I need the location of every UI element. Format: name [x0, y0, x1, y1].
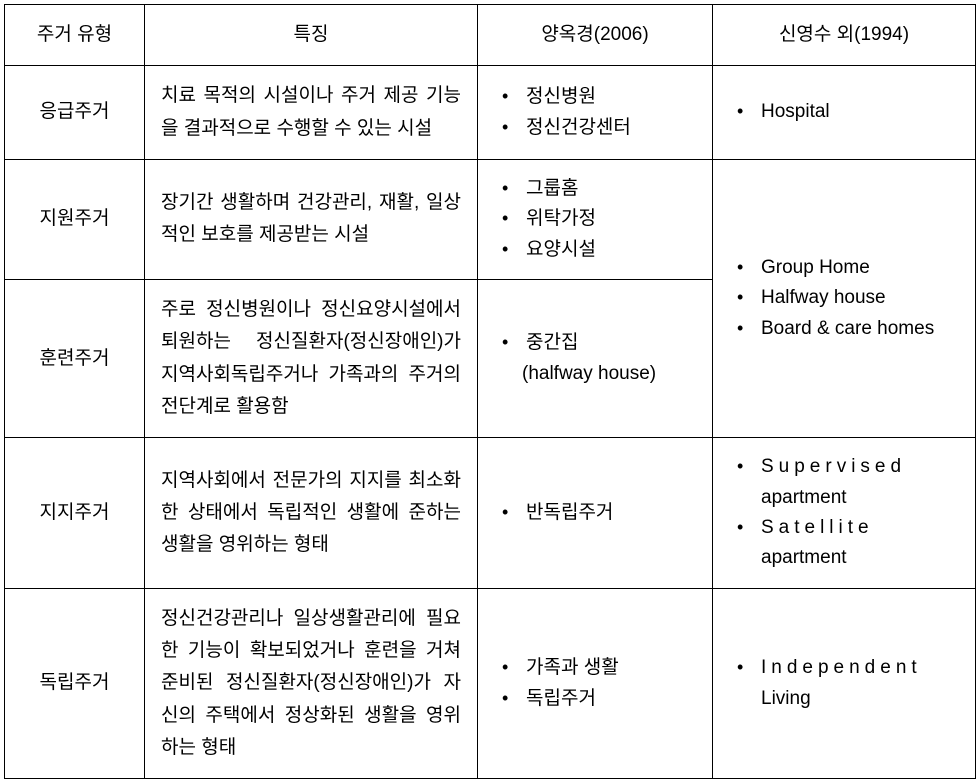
table-row: 응급주거 치료 목적의 시설이나 주거 제공 기능을 결과적으로 수행할 수 있… — [5, 66, 976, 160]
list-item: Board & care homes — [733, 314, 959, 344]
list-item: 중간집 — [498, 328, 696, 358]
cell-feature: 주로 정신병원이나 정신요양시설에서 퇴원하는 정신질환자(정신장애인)가 지역… — [145, 280, 478, 438]
cell-type: 독립주거 — [5, 588, 145, 778]
list-item: 가족과 생활 — [498, 653, 696, 683]
cell-shin: Hospital — [713, 66, 976, 160]
table-header-row: 주거 유형 특징 양옥경(2006) 신영수 외(1994) — [5, 5, 976, 66]
cell-shin: IndependentLiving — [713, 588, 976, 778]
list-item: 정신병원 — [498, 82, 696, 112]
header-shin: 신영수 외(1994) — [713, 5, 976, 66]
cell-yang: 반독립주거 — [478, 438, 713, 589]
cell-feature: 정신건강관리나 일상생활관리에 필요한 기능이 확보되었거나 훈련을 거쳐 준비… — [145, 588, 478, 778]
list-item: 그룹홈 — [498, 174, 696, 204]
cell-yang: 정신병원 정신건강센터 — [478, 66, 713, 160]
cell-feature: 치료 목적의 시설이나 주거 제공 기능을 결과적으로 수행할 수 있는 시설 — [145, 66, 478, 160]
housing-types-table: 주거 유형 특징 양옥경(2006) 신영수 외(1994) 응급주거 치료 목… — [4, 4, 976, 779]
list-item: 반독립주거 — [498, 498, 696, 528]
cell-type: 지지주거 — [5, 438, 145, 589]
list-item: Supervisedapartment — [733, 452, 959, 513]
list-item-sub: (halfway house) — [494, 359, 696, 389]
cell-type: 응급주거 — [5, 66, 145, 160]
cell-shin-merged: Group Home Halfway house Board & care ho… — [713, 159, 976, 437]
list-item: Hospital — [733, 97, 959, 127]
table-row: 지원주거 장기간 생활하며 건강관리, 재활, 일상적인 보호를 제공받는 시설… — [5, 159, 976, 279]
cell-feature: 지역사회에서 전문가의 지지를 최소화한 상태에서 독립적인 생활에 준하는 생… — [145, 438, 478, 589]
list-item: 위탁가정 — [498, 204, 696, 234]
cell-yang: 가족과 생활 독립주거 — [478, 588, 713, 778]
cell-yang: 그룹홈 위탁가정 요양시설 — [478, 159, 713, 279]
list-item: Group Home — [733, 253, 959, 283]
list-item: Satelliteapartment — [733, 513, 959, 574]
list-item: 정신건강센터 — [498, 113, 696, 143]
cell-type: 훈련주거 — [5, 280, 145, 438]
header-yang: 양옥경(2006) — [478, 5, 713, 66]
cell-type: 지원주거 — [5, 159, 145, 279]
list-item: 요양시설 — [498, 235, 696, 265]
table-row: 지지주거 지역사회에서 전문가의 지지를 최소화한 상태에서 독립적인 생활에 … — [5, 438, 976, 589]
header-type: 주거 유형 — [5, 5, 145, 66]
header-feature: 특징 — [145, 5, 478, 66]
cell-feature: 장기간 생활하며 건강관리, 재활, 일상적인 보호를 제공받는 시설 — [145, 159, 478, 279]
list-item: IndependentLiving — [733, 653, 959, 714]
cell-shin: Supervisedapartment Satelliteapartment — [713, 438, 976, 589]
list-item: Halfway house — [733, 283, 959, 313]
cell-yang: 중간집 (halfway house) — [478, 280, 713, 438]
list-item: 독립주거 — [498, 684, 696, 714]
table-row: 독립주거 정신건강관리나 일상생활관리에 필요한 기능이 확보되었거나 훈련을 … — [5, 588, 976, 778]
